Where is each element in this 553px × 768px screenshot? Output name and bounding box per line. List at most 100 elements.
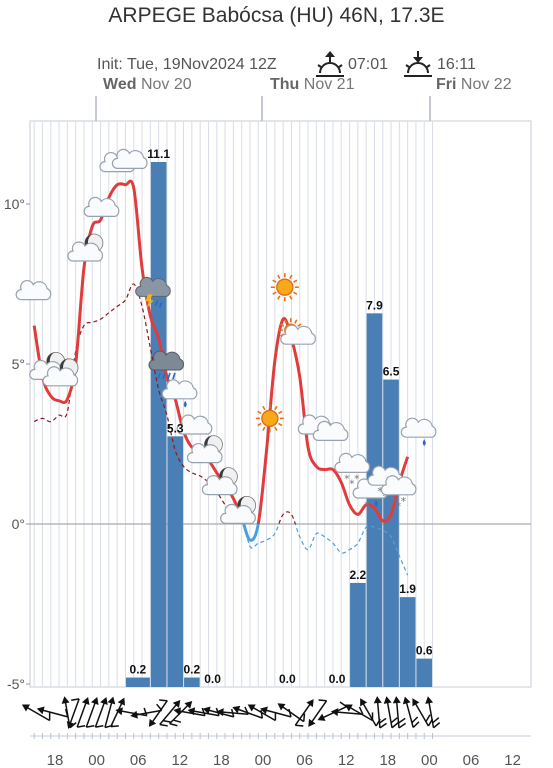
page-title: ARPEGE Babócsa (HU) 46N, 17.3E bbox=[108, 4, 445, 27]
grid bbox=[29, 96, 532, 688]
wind-barb bbox=[344, 704, 374, 722]
precip-bar bbox=[125, 677, 150, 687]
wind-barb bbox=[110, 697, 126, 728]
x-tick-label: 06 bbox=[130, 752, 147, 768]
y-axis-ticks: -5° 0° 5° 10° bbox=[4, 196, 30, 692]
svg-text:*: * bbox=[391, 495, 397, 508]
x-tick-label: 06 bbox=[296, 752, 313, 768]
wind-barb bbox=[159, 699, 181, 727]
day-label-wed: Wed Nov 20 bbox=[103, 76, 192, 94]
precip-bar bbox=[383, 379, 399, 687]
wind-barb bbox=[36, 706, 69, 718]
x-tick-label: 00 bbox=[255, 752, 272, 768]
precip-label: 5.3 bbox=[167, 421, 184, 435]
moon-cloud-icon bbox=[186, 435, 223, 464]
wind-barb bbox=[104, 696, 116, 729]
day-label-thu: Thu Nov 21 bbox=[270, 76, 354, 94]
wind-barb bbox=[66, 698, 80, 729]
cloud-icon bbox=[176, 414, 213, 435]
precip-label: 0.2 bbox=[184, 663, 201, 677]
x-tick-label: 18 bbox=[213, 752, 230, 768]
day-label-fri: Fri Nov 22 bbox=[436, 76, 512, 94]
cloud-icon bbox=[15, 280, 52, 301]
x-tick-label: 00 bbox=[421, 752, 438, 768]
day-weekday: Thu bbox=[270, 76, 300, 93]
wind-barb bbox=[425, 696, 441, 729]
wind-barb bbox=[115, 707, 148, 717]
wind-barb bbox=[76, 697, 90, 728]
thunder-rain-icon bbox=[135, 276, 171, 309]
wind-barb bbox=[373, 696, 387, 729]
moon-cloud-icon bbox=[67, 233, 104, 262]
wind-barb bbox=[173, 707, 206, 717]
precipitation-labels: 0.211.15.30.20.0 0.0 0.02.27.96.51.90.6 bbox=[130, 147, 433, 686]
wind-barb bbox=[85, 697, 99, 728]
wind-barb bbox=[169, 700, 193, 727]
x-tick-label: 18 bbox=[47, 752, 64, 768]
moon-cloud-icon bbox=[201, 467, 238, 496]
svg-text:*: * bbox=[382, 490, 388, 503]
wind-barb bbox=[308, 699, 328, 727]
x-tick-label: 12 bbox=[171, 752, 188, 768]
precip-label: 0.6 bbox=[416, 644, 433, 658]
snow-cloud-icon: *** bbox=[334, 452, 370, 490]
y-tick-label: 10° bbox=[4, 196, 25, 212]
svg-text:*: * bbox=[377, 485, 383, 498]
day-weekday: Wed bbox=[103, 76, 137, 93]
cloud-icon bbox=[83, 196, 120, 217]
precip-bar bbox=[399, 597, 416, 687]
precip-label: 0.0 bbox=[329, 672, 346, 686]
precip-label: 1.9 bbox=[399, 582, 416, 596]
precip-bar bbox=[416, 658, 433, 687]
wind-barb bbox=[148, 699, 168, 727]
svg-text:*: * bbox=[401, 495, 407, 508]
svg-text:*: * bbox=[344, 472, 350, 485]
y-tick-label: -5° bbox=[7, 676, 25, 692]
x-tick-label: 12 bbox=[338, 752, 355, 768]
dewpoint-line-below-zero bbox=[243, 524, 409, 576]
svg-text:*: * bbox=[396, 500, 402, 513]
day-weekday: Fri bbox=[436, 76, 457, 93]
wind-barb bbox=[247, 704, 277, 722]
precip-label: 0.2 bbox=[130, 663, 147, 677]
svg-text:*: * bbox=[354, 472, 360, 485]
x-axis-ticks: 18 00 06 12 18 00 06 12 18 00 06 12 bbox=[30, 733, 531, 768]
init-time: Init: Tue, 19Nov2024 12Z bbox=[97, 56, 277, 73]
moon-cloud-icon bbox=[42, 358, 79, 387]
heavy-rain-icon bbox=[148, 350, 184, 380]
precip-bar bbox=[184, 677, 200, 687]
cloud-icon bbox=[312, 420, 349, 441]
wind-barb bbox=[277, 703, 306, 723]
sun-cloud-icon bbox=[278, 318, 316, 345]
precip-bar bbox=[350, 582, 366, 687]
svg-text:*: * bbox=[349, 477, 355, 490]
wind-barb bbox=[392, 696, 407, 729]
wind-barb bbox=[21, 704, 51, 722]
light-rain-icon bbox=[161, 379, 198, 408]
precip-label: 7.9 bbox=[366, 298, 383, 312]
day-date: Nov 22 bbox=[460, 76, 512, 93]
wind-barbs bbox=[21, 696, 441, 729]
light-rain-icon bbox=[400, 417, 437, 446]
weather-icons: ********** bbox=[15, 148, 437, 524]
sunrise-time: 07:01 bbox=[348, 56, 389, 73]
wind-barb bbox=[94, 697, 108, 728]
moon-cloud-icon bbox=[220, 495, 257, 524]
cloud-icon bbox=[111, 148, 148, 169]
sun-icon bbox=[255, 404, 284, 433]
sunrise-icon bbox=[316, 51, 344, 77]
precip-label: 11.1 bbox=[147, 147, 170, 161]
day-date: Nov 20 bbox=[140, 76, 192, 93]
x-tick-label: 06 bbox=[463, 752, 480, 768]
snow-cloud-icon: *** bbox=[380, 475, 417, 513]
sunset-time: 16:11 bbox=[437, 56, 476, 73]
precip-label: 0.0 bbox=[204, 672, 221, 686]
y-tick-label: 5° bbox=[12, 356, 25, 372]
day-date: Nov 21 bbox=[303, 76, 355, 93]
sun-icon bbox=[270, 273, 299, 302]
wind-barb bbox=[294, 699, 314, 727]
precip-bar bbox=[366, 313, 383, 687]
precip-label: 2.2 bbox=[350, 568, 367, 582]
svg-text:*: * bbox=[364, 499, 370, 512]
